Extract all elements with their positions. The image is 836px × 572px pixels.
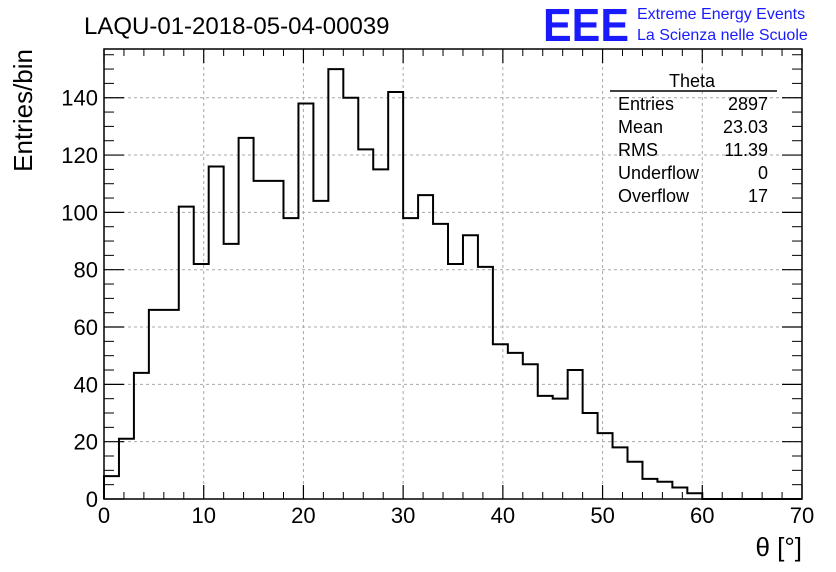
stats-row-value: 23.03	[723, 117, 768, 137]
y-tick-label: 0	[86, 487, 98, 512]
y-tick-label: 120	[61, 143, 98, 168]
y-tick-label: 100	[61, 200, 98, 225]
plot-frame	[103, 48, 803, 500]
y-axis-label: Entries/bin	[8, 49, 38, 172]
stats-row-label: Overflow	[618, 186, 690, 206]
stats-row-value: 11.39	[724, 140, 768, 160]
stats-row-value: 17	[748, 186, 768, 206]
stats-rows: Entries 2897 Mean 23.03 RMS 11.39 Underflow 0 Ov…	[618, 94, 768, 206]
x-tick-label: 60	[690, 503, 714, 528]
x-tick-label: 70	[790, 503, 814, 528]
y-tick-label: 20	[74, 430, 98, 455]
y-tick-label: 80	[74, 258, 98, 283]
x-axis-label: θ [°]	[755, 532, 802, 562]
stats-row-value: 2897	[728, 94, 768, 114]
y-tick-labels: 0 20 40 60 80 100 120 140	[61, 86, 98, 512]
stats-row-value: 0	[758, 163, 768, 183]
histogram-series-line	[103, 68, 802, 500]
y-tick-label: 60	[74, 315, 98, 340]
stats-row-label: RMS	[618, 140, 658, 160]
eee-logo-mark: EEE	[543, 0, 629, 51]
axis-ticks	[103, 49, 803, 500]
x-tick-label: 20	[291, 503, 315, 528]
stats-row-label: Entries	[618, 94, 674, 114]
grid-lines	[104, 49, 802, 499]
x-tick-label: 0	[98, 503, 110, 528]
eee-logo: EEE Extreme Energy Events La Scienza nel…	[543, 0, 808, 51]
x-tick-labels: 0 10 20 30 40 50 60 70	[98, 503, 814, 528]
y-tick-label: 140	[61, 86, 98, 111]
stats-row-label: Underflow	[618, 163, 700, 183]
x-tick-label: 10	[191, 503, 215, 528]
stats-title: Theta	[669, 71, 716, 91]
x-tick-label: 40	[491, 503, 515, 528]
stats-row-label: Mean	[618, 117, 663, 137]
x-tick-label: 50	[590, 503, 614, 528]
y-tick-label: 40	[74, 372, 98, 397]
x-tick-label: 30	[391, 503, 415, 528]
chart-title: LAQU-01-2018-05-04-00039	[84, 13, 390, 40]
eee-logo-line1: Extreme Energy Events	[637, 6, 805, 23]
stats-box: Theta Entries 2897 Mean 23.03 RMS 11.39 Underf…	[610, 71, 777, 206]
eee-logo-line2: La Scienza nelle Scuole	[637, 27, 808, 44]
